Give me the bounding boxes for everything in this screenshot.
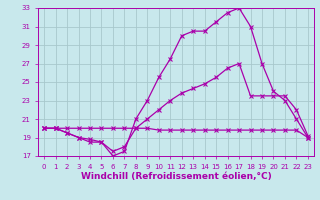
X-axis label: Windchill (Refroidissement éolien,°C): Windchill (Refroidissement éolien,°C) <box>81 172 271 181</box>
